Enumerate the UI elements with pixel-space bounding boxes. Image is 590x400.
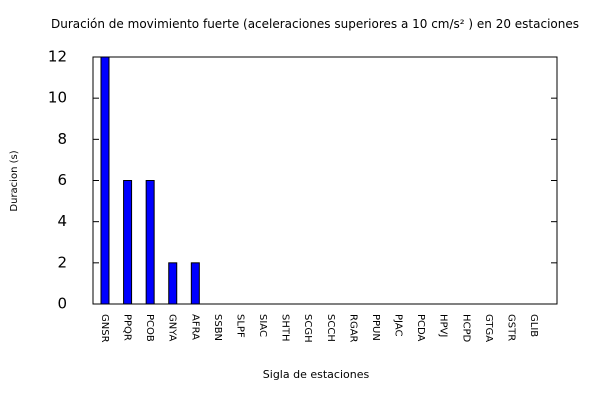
x-tick-label: SIAC (257, 314, 268, 337)
y-tick-label: 8 (57, 130, 67, 148)
bar (123, 180, 133, 305)
x-tick-label: AFRA (189, 314, 200, 340)
plot-frame (92, 56, 558, 305)
y-tick-label: 0 (57, 295, 67, 313)
chart-title: Duración de movimiento fuerte (aceleraci… (51, 17, 579, 31)
y-tick-label: 2 (57, 253, 67, 271)
x-tick-label: PCOB (144, 314, 155, 342)
x-tick-label: SCGH (302, 314, 313, 343)
x-tick-label: GTGA (483, 314, 494, 342)
x-tick-label: SHTH (280, 314, 291, 342)
x-tick-label: SLPF (234, 314, 245, 338)
x-tick-label: HPVJ (438, 314, 449, 337)
bar (168, 262, 178, 305)
x-tick-label: GNYA (167, 314, 178, 342)
bar (100, 56, 110, 305)
y-tick-label: 6 (57, 171, 67, 189)
x-tick-label: PPUN (370, 314, 381, 341)
x-tick-label: RGAR (347, 314, 358, 343)
bar (145, 180, 155, 305)
x-tick-label: SSBN (212, 314, 223, 341)
x-tick-label: PJAC (393, 314, 404, 336)
bar (190, 262, 200, 305)
y-tick-label: 4 (57, 212, 67, 230)
y-axis-label: Duracion (s) (9, 150, 20, 211)
x-tick-label: GNSR (99, 314, 110, 343)
x-tick-label: PPQR (122, 314, 133, 341)
x-tick-label: SCCH (325, 314, 336, 342)
x-tick-label: HCPD (460, 314, 471, 343)
x-axis-label: Sigla de estaciones (263, 368, 370, 381)
x-tick-label: GLIB (528, 314, 539, 337)
x-tick-label: PCDA (415, 314, 426, 342)
y-tick-label: 12 (48, 48, 67, 66)
y-tick-label: 10 (48, 89, 67, 107)
x-tick-label: GSTR (505, 314, 516, 341)
